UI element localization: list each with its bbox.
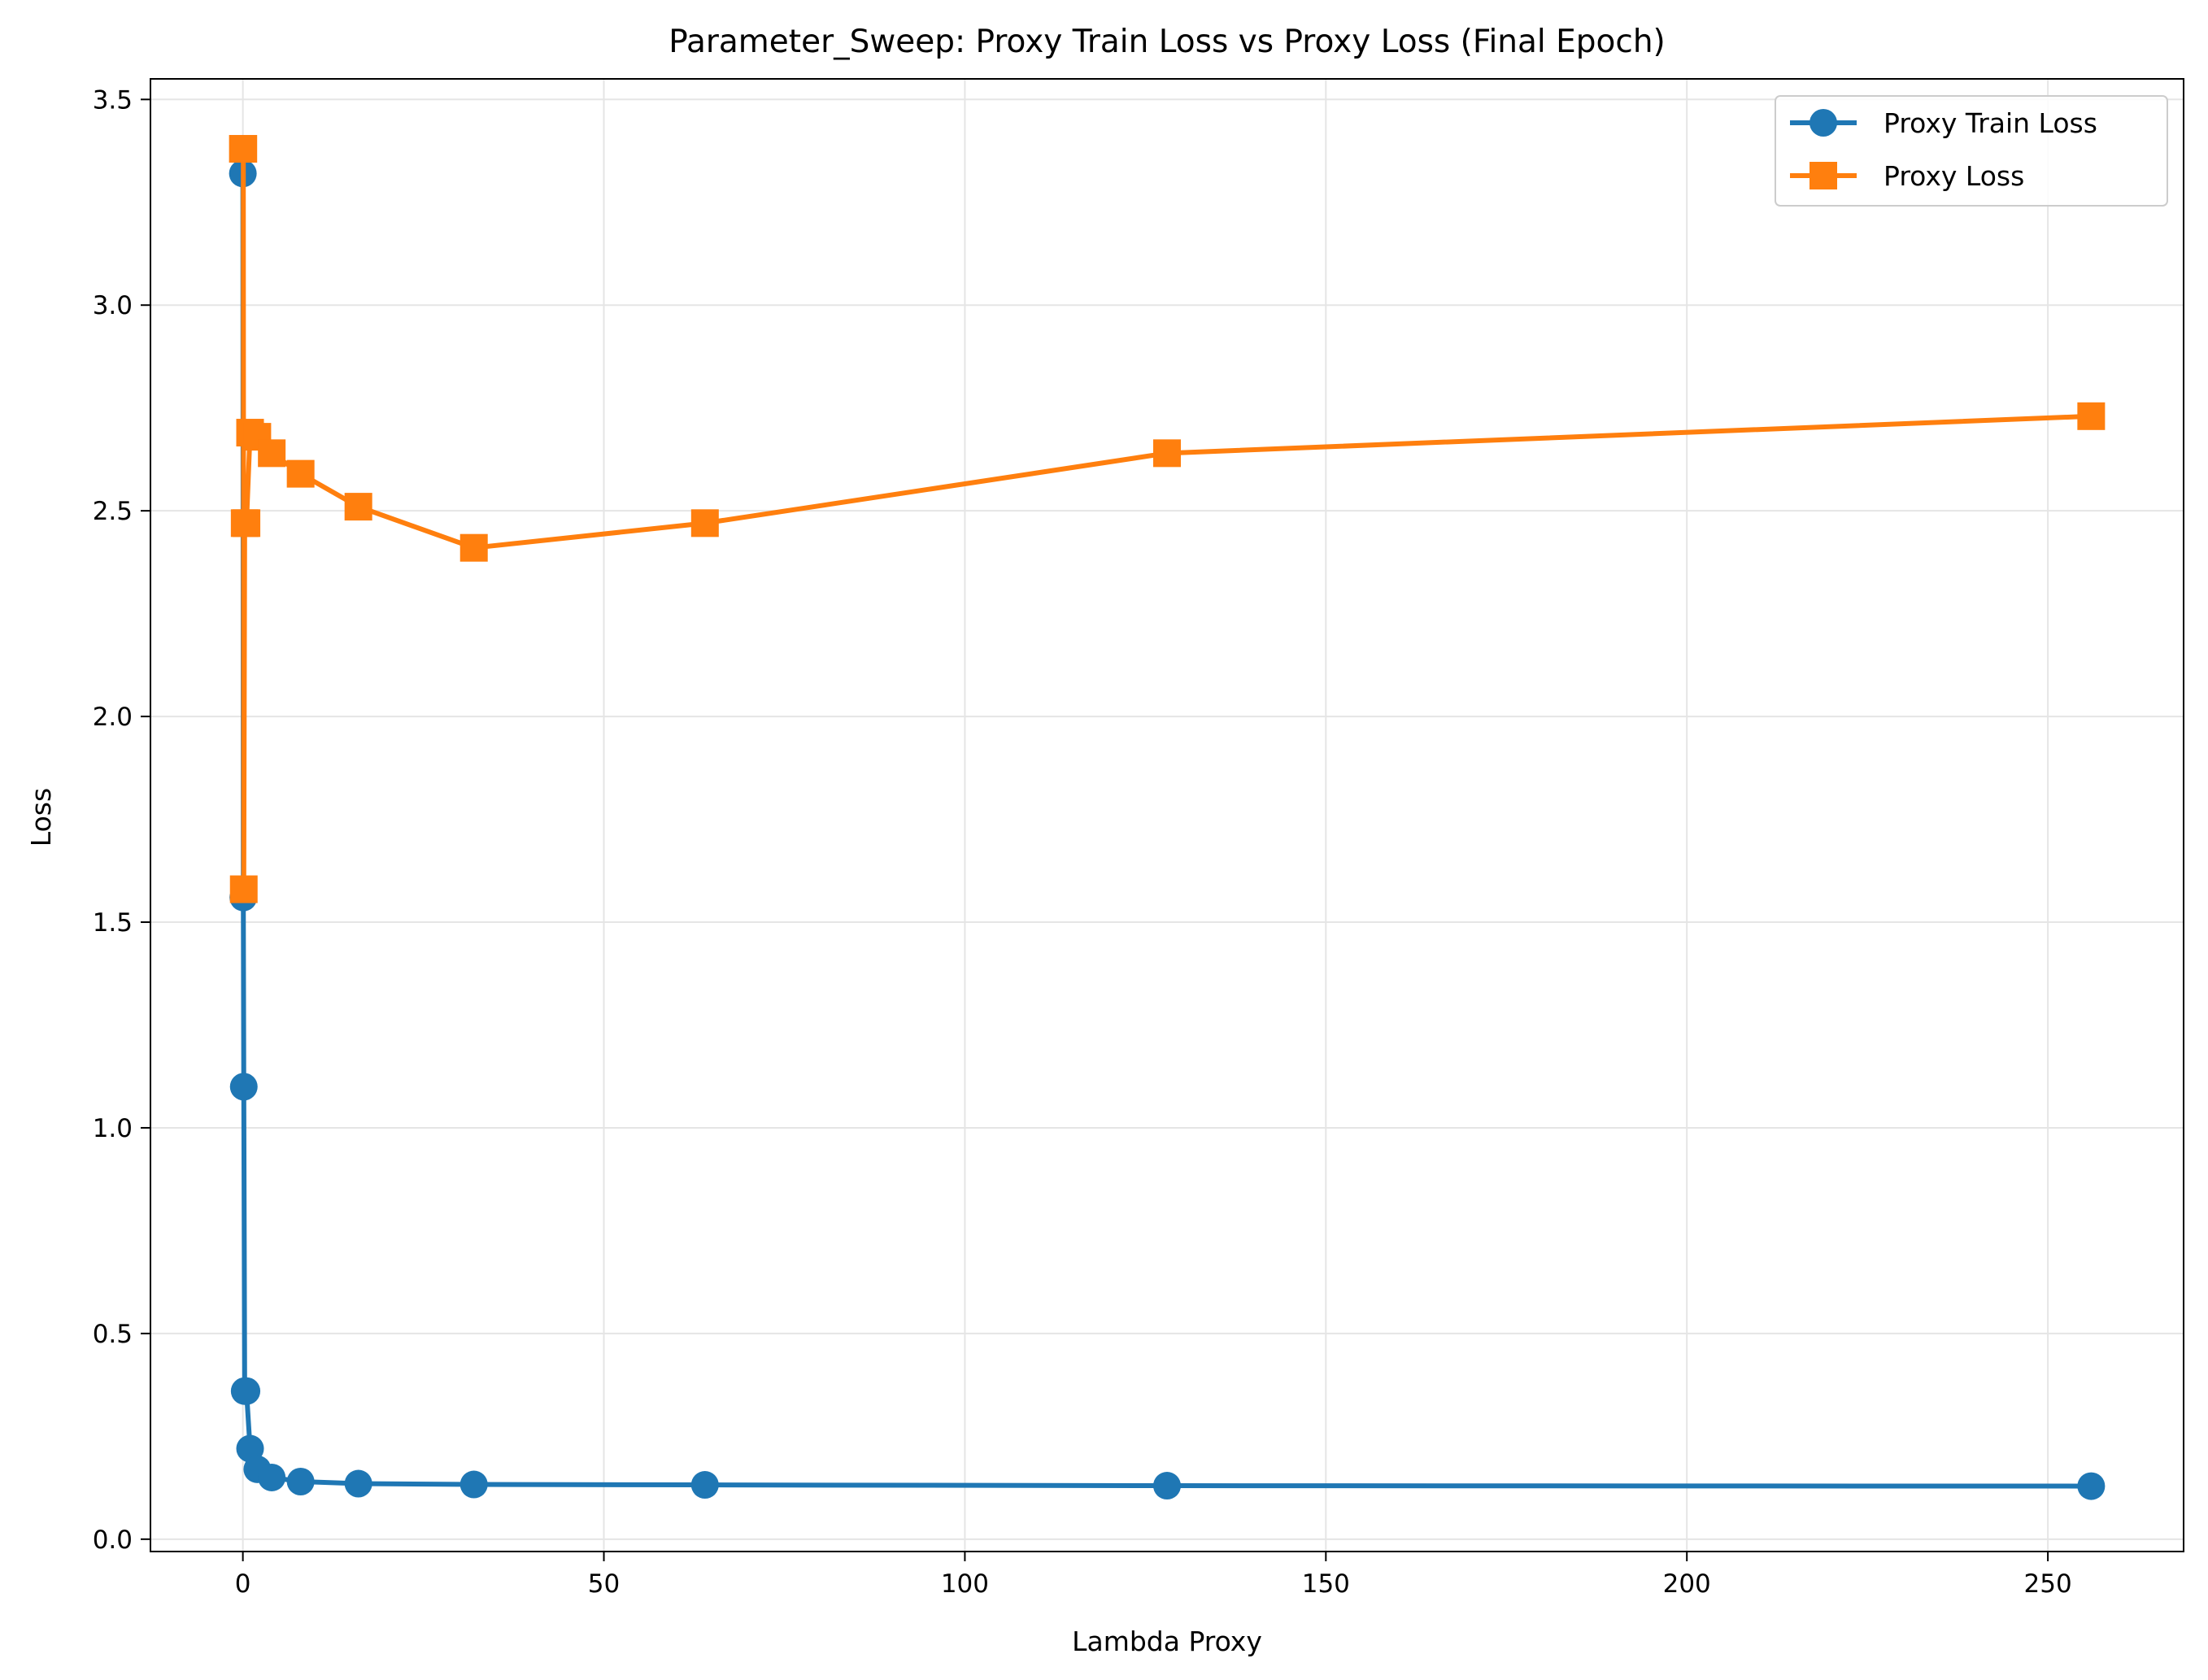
data-point-proxy-train-loss bbox=[233, 1377, 261, 1405]
data-point-proxy-loss bbox=[2077, 402, 2106, 430]
data-point-proxy-loss bbox=[229, 875, 258, 903]
data-point-proxy-loss bbox=[233, 509, 261, 538]
series-layer bbox=[229, 134, 2106, 1500]
data-point-proxy-train-loss bbox=[459, 1470, 488, 1499]
data-point-proxy-loss bbox=[459, 533, 488, 562]
y-axis-label: Loss bbox=[25, 788, 57, 847]
chart-title: Parameter_Sweep: Proxy Train Loss vs Pro… bbox=[668, 24, 1666, 60]
x-tick-label: 0 bbox=[235, 1569, 251, 1599]
legend: Proxy Train Loss Proxy Loss bbox=[1775, 95, 2168, 207]
legend-item-proxy-train-loss: Proxy Train Loss bbox=[1790, 107, 2097, 139]
y-tick-label: 3.5 bbox=[93, 85, 133, 115]
y-tick-label: 2.5 bbox=[93, 497, 133, 526]
x-tick-label: 200 bbox=[1663, 1569, 1711, 1599]
y-tick-label: 1.5 bbox=[93, 908, 133, 938]
x-tick-label: 250 bbox=[2024, 1569, 2072, 1599]
data-point-proxy-loss bbox=[344, 493, 372, 521]
x-tick-label: 100 bbox=[941, 1569, 989, 1599]
x-axis-label: Lambda Proxy bbox=[1072, 1626, 1262, 1657]
data-point-proxy-train-loss bbox=[690, 1471, 719, 1499]
y-tick-label: 0.5 bbox=[93, 1320, 133, 1349]
x-tick-label: 150 bbox=[1302, 1569, 1350, 1599]
data-point-proxy-loss bbox=[1153, 439, 1181, 468]
legend-box bbox=[1775, 95, 2168, 207]
data-point-proxy-train-loss bbox=[229, 1073, 258, 1101]
legend-label: Proxy Train Loss bbox=[1884, 107, 2097, 139]
x-tick-label: 50 bbox=[588, 1569, 620, 1599]
data-point-proxy-train-loss bbox=[2077, 1472, 2106, 1500]
data-point-proxy-loss bbox=[258, 439, 286, 468]
y-tick-label: 3.0 bbox=[93, 291, 133, 320]
data-point-proxy-train-loss bbox=[1153, 1472, 1181, 1500]
data-point-proxy-train-loss bbox=[344, 1469, 372, 1498]
axis-ticks: 0 50 100 150 200 250 0.0 0.5 1.0 1.5 2.0 2.5 3.0 3.5 bbox=[93, 85, 2072, 1599]
series-proxy-loss bbox=[229, 134, 2106, 903]
y-tick-label: 1.0 bbox=[93, 1114, 133, 1143]
plot-frame bbox=[150, 78, 2184, 1552]
data-point-proxy-train-loss bbox=[258, 1463, 286, 1491]
y-tick-label: 0.0 bbox=[93, 1525, 133, 1555]
legend-label: Proxy Loss bbox=[1884, 160, 2024, 192]
legend-marker-square bbox=[1810, 162, 1837, 189]
legend-item-proxy-loss: Proxy Loss bbox=[1790, 160, 2024, 192]
legend-marker-circle bbox=[1810, 109, 1837, 137]
data-point-proxy-train-loss bbox=[286, 1468, 315, 1496]
data-point-proxy-loss bbox=[286, 459, 315, 488]
data-point-proxy-loss bbox=[229, 134, 258, 163]
data-point-proxy-loss bbox=[690, 509, 719, 538]
y-tick-label: 2.0 bbox=[93, 703, 133, 732]
